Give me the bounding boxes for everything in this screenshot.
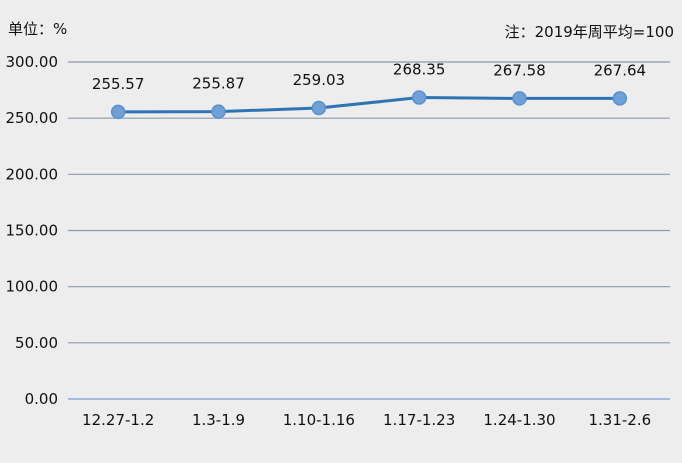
x-tick-label: 1.24-1.30 xyxy=(483,411,555,429)
y-tick-label: 300.00 xyxy=(6,53,59,71)
y-tick-label: 100.00 xyxy=(6,278,59,296)
y-tick-label: 200.00 xyxy=(6,165,59,183)
data-label: 255.57 xyxy=(92,75,145,93)
data-point xyxy=(311,100,327,116)
data-point xyxy=(612,91,628,106)
note-label: 注：2019年周平均=100 xyxy=(504,23,674,41)
y-tick-label: 0.00 xyxy=(25,390,58,408)
data-point xyxy=(512,91,527,106)
data-label: 267.58 xyxy=(493,61,546,79)
y-tick-label: 150.00 xyxy=(6,222,59,240)
y-tick-label: 250.00 xyxy=(6,109,59,127)
data-label: 268.35 xyxy=(393,61,446,79)
data-point xyxy=(211,104,226,119)
x-tick-label: 1.10-1.16 xyxy=(283,411,355,429)
x-tick-label: 1.17-1.23 xyxy=(383,411,455,429)
y-tick-label: 50.00 xyxy=(15,334,58,352)
data-point xyxy=(110,104,126,120)
x-tick-label: 1.3-1.9 xyxy=(192,411,245,429)
x-tick-label: 1.31-2.6 xyxy=(588,411,651,429)
data-label: 259.03 xyxy=(293,71,346,89)
data-label: 267.64 xyxy=(594,61,647,79)
data-point xyxy=(411,90,427,105)
data-label: 255.87 xyxy=(192,75,245,93)
series-line xyxy=(116,96,622,114)
unit-label: 单位：% xyxy=(8,20,68,38)
x-tick-label: 12.27-1.2 xyxy=(82,411,154,429)
